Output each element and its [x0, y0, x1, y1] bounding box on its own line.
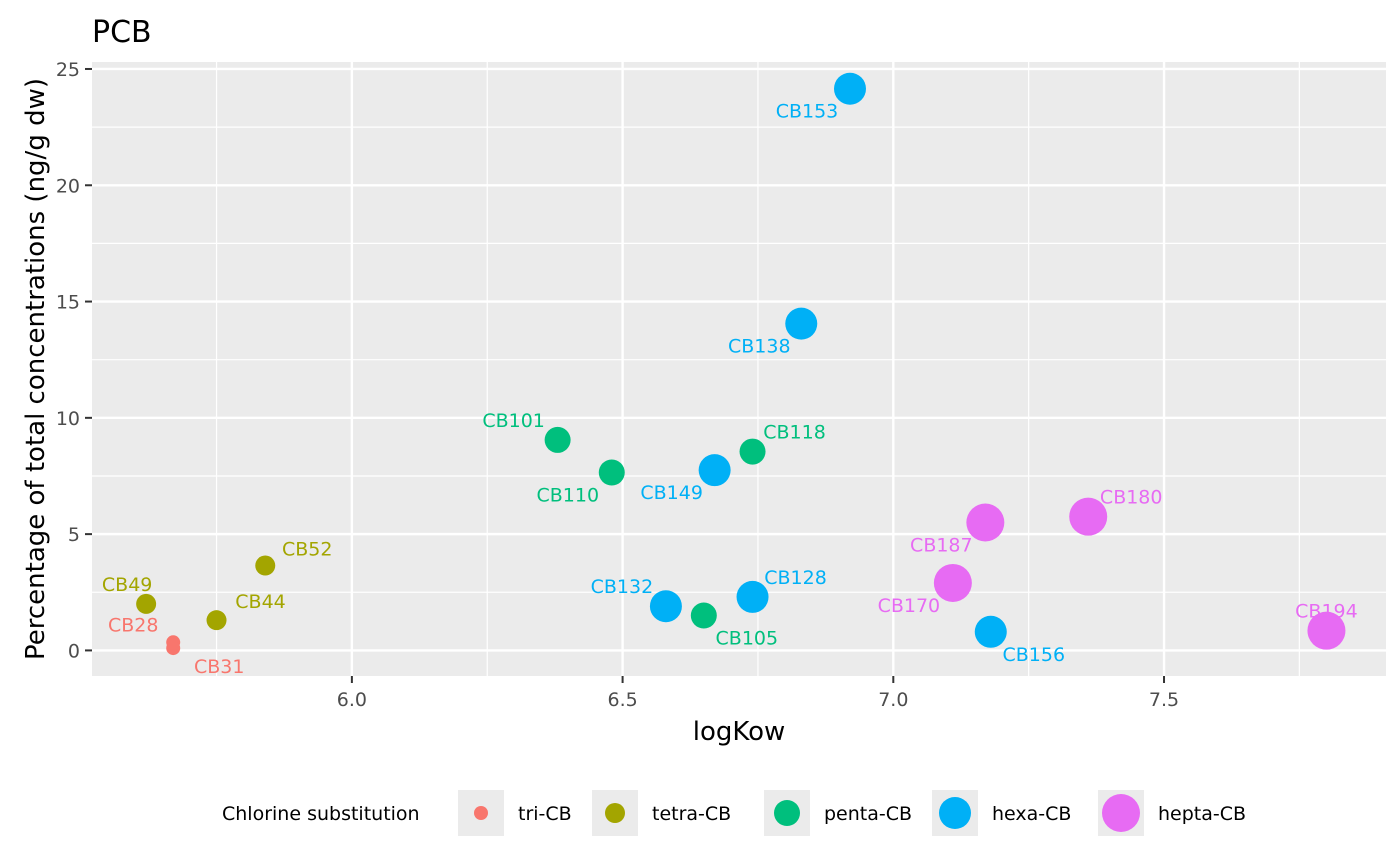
point-label: CB49	[102, 574, 152, 596]
scatter-point	[255, 555, 276, 576]
legend-entry-label: hexa-CB	[992, 803, 1071, 825]
data-points	[136, 72, 1346, 656]
legend-title: Chlorine substitution	[222, 803, 420, 825]
scatter-point	[739, 438, 766, 465]
scatter-point	[1069, 497, 1108, 536]
scatter-point	[544, 426, 571, 453]
legend-swatch	[939, 797, 971, 829]
scatter-point	[966, 503, 1005, 542]
scatter-point	[698, 454, 731, 487]
legend-entry-label: tri-CB	[518, 803, 572, 825]
point-label: CB149	[640, 482, 703, 504]
point-label: CB153	[776, 101, 839, 123]
y-tick-label: 25	[56, 59, 80, 81]
scatter-point	[690, 602, 717, 629]
point-label: CB180	[1100, 487, 1163, 509]
y-tick-label: 5	[68, 524, 80, 546]
y-tick-label: 0	[68, 640, 80, 662]
scatter-point	[166, 641, 181, 656]
x-axis-label: logKow	[693, 717, 786, 747]
x-tick-label: 6.5	[607, 689, 637, 711]
scatter-point	[1307, 611, 1346, 650]
chart-title: PCB	[92, 15, 152, 50]
point-label: CB110	[536, 484, 599, 506]
y-tick-label: 10	[56, 408, 80, 430]
point-label: CB52	[282, 539, 332, 561]
legend-swatch	[605, 803, 625, 823]
y-axis-ticks: 0 5 10 15 20 25	[56, 59, 92, 662]
x-tick-label: 6.0	[337, 689, 367, 711]
legend-entry-label: hepta-CB	[1158, 803, 1246, 825]
major-gridlines	[92, 62, 1386, 676]
scatter-point	[785, 307, 818, 340]
point-label: CB132	[591, 576, 654, 598]
legend: Chlorine substitution tri-CB tetra-CB pent…	[222, 790, 1246, 836]
point-label: CB187	[910, 535, 973, 557]
point-label: CB101	[482, 410, 545, 432]
scatter-point	[933, 563, 972, 602]
x-tick-label: 7.5	[1149, 689, 1179, 711]
point-label: CB194	[1295, 601, 1358, 623]
plot-panel	[92, 62, 1386, 676]
scatter-point	[974, 615, 1007, 648]
y-tick-label: 15	[56, 292, 80, 314]
point-label: CB44	[235, 591, 285, 613]
point-label: CB31	[194, 656, 244, 678]
scatter-point	[206, 610, 227, 631]
legend-swatch	[774, 800, 800, 826]
y-tick-label: 20	[56, 175, 80, 197]
scatter-point	[598, 459, 625, 486]
point-label: CB138	[728, 336, 791, 358]
point-label: CB105	[716, 628, 779, 650]
legend-entry-label: tetra-CB	[652, 803, 731, 825]
point-labels: CB28 CB31 CB49 CB44 CB52 CB101 CB110 CB118 CB105…	[102, 101, 1358, 678]
legend-swatch	[474, 806, 488, 820]
point-label: CB170	[878, 595, 941, 617]
y-axis-label: Percentage of total concentrations (ng/g…	[21, 78, 51, 660]
scatter-point	[833, 72, 866, 105]
point-label: CB156	[1002, 644, 1065, 666]
scatter-point	[649, 590, 682, 623]
point-label: CB28	[108, 614, 158, 636]
x-tick-label: 7.0	[878, 689, 908, 711]
point-label: CB128	[764, 567, 827, 589]
scatter-point	[736, 580, 769, 613]
legend-entry-label: penta-CB	[824, 803, 912, 825]
x-axis-ticks: 6.0 6.5 7.0 7.5	[337, 676, 1179, 711]
legend-swatch	[1102, 794, 1140, 832]
point-label: CB118	[763, 422, 826, 444]
scatter-point	[136, 593, 157, 614]
